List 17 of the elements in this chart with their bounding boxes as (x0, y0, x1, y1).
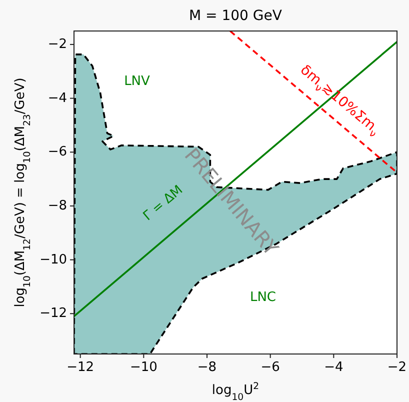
x-tick-label: −6 (260, 360, 280, 375)
annotation: LNC (250, 290, 276, 305)
x-tick-label: −4 (324, 360, 344, 375)
chart-title: M = 100 GeV (189, 8, 282, 24)
x-tick-label: −2 (387, 360, 407, 375)
x-tick-label: −8 (197, 360, 217, 375)
y-tick-label: −12 (40, 306, 67, 322)
y-tick-label: −8 (48, 198, 67, 214)
x-axis-title: log$_{10}$U$^{2}$ (212, 380, 260, 402)
y-tick-label: −6 (48, 144, 67, 160)
annotation: Γ = ΔM (140, 182, 186, 224)
y-tick-label: −10 (40, 252, 67, 268)
y-tick-label: −2 (48, 37, 67, 52)
x-tick-label: −12 (66, 360, 94, 375)
x-tick-label: −10 (130, 360, 158, 375)
annotation: LNV (124, 74, 150, 89)
y-tick-label: −4 (48, 90, 67, 106)
